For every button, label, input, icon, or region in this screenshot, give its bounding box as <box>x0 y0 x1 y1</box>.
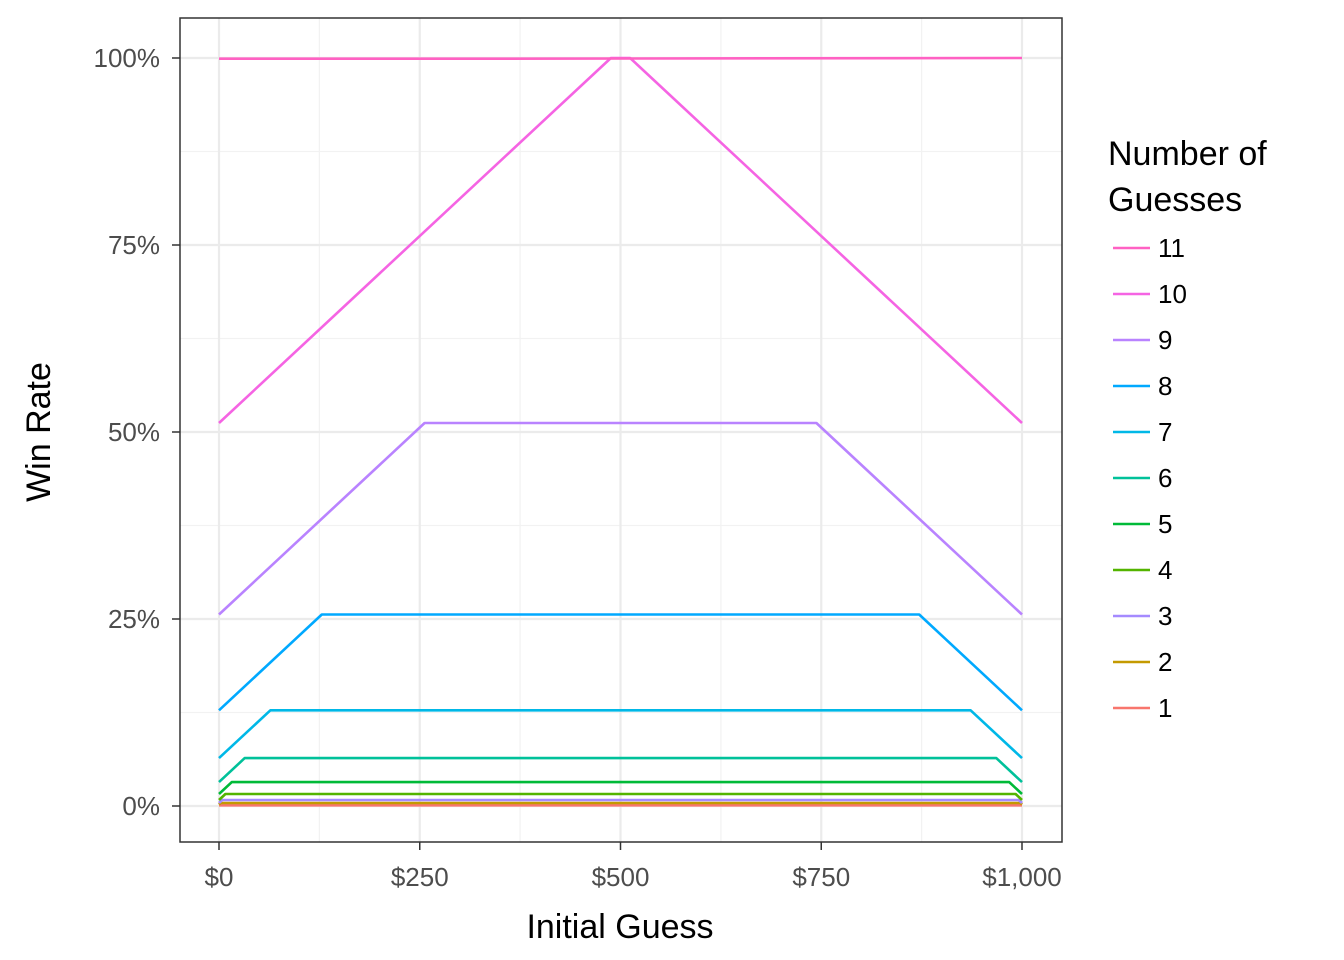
legend-label: 8 <box>1158 371 1172 401</box>
series-line-6 <box>218 756 1023 784</box>
legend-item: 10 <box>1113 279 1187 309</box>
legend-label: 6 <box>1158 463 1172 493</box>
series-line-2 <box>218 801 1023 806</box>
y-tick-label: 0% <box>122 791 160 821</box>
legend-item: 11 <box>1113 233 1185 263</box>
x-tick-label: $750 <box>792 862 850 892</box>
legend-label: 1 <box>1158 693 1172 723</box>
legend-title-line-2: Guesses <box>1108 181 1242 219</box>
x-axis: $0 $250 $500 $750 $1,000 <box>205 842 1062 892</box>
y-tick-label: 100% <box>94 43 161 73</box>
legend-label: 3 <box>1158 601 1172 631</box>
series-line-5 <box>218 780 1023 795</box>
x-tick-label: $1,000 <box>982 862 1062 892</box>
legend-title-line-1: Number of <box>1108 135 1267 173</box>
legend: Number of Guesses 11 10 9 8 7 6 5 4 3 2 1 <box>1108 135 1267 723</box>
legend-item: 4 <box>1113 555 1172 585</box>
legend-label: 9 <box>1158 325 1172 355</box>
y-tick-label: 75% <box>108 230 160 260</box>
legend-item: 3 <box>1113 601 1172 631</box>
x-tick-label: $0 <box>205 862 234 892</box>
plot-panel <box>180 18 1062 842</box>
legend-item: 7 <box>1113 417 1172 447</box>
legend-item: 6 <box>1113 463 1172 493</box>
legend-item: 2 <box>1113 647 1172 677</box>
series-line-8 <box>218 613 1023 712</box>
legend-label: 2 <box>1158 647 1172 677</box>
series-line-9 <box>218 421 1023 616</box>
series-line-3 <box>218 798 1023 804</box>
legend-label: 10 <box>1158 279 1187 309</box>
legend-item: 9 <box>1113 325 1172 355</box>
legend-item: 5 <box>1113 509 1172 539</box>
x-axis-title: Initial Guess <box>526 908 713 946</box>
legend-item: 1 <box>1113 693 1172 723</box>
y-tick-label: 50% <box>108 417 160 447</box>
legend-item: 8 <box>1113 371 1172 401</box>
x-tick-label: $500 <box>592 862 650 892</box>
legend-label: 7 <box>1158 417 1172 447</box>
series-layer <box>218 56 1023 807</box>
series-line-4 <box>218 792 1023 801</box>
legend-label: 4 <box>1158 555 1172 585</box>
y-axis: 0% 25% 50% 75% 100% <box>94 43 180 821</box>
x-tick-label: $250 <box>391 862 449 892</box>
series-line-7 <box>218 708 1023 760</box>
legend-label: 11 <box>1158 233 1185 263</box>
y-axis-title: Win Rate <box>20 362 58 502</box>
legend-label: 5 <box>1158 509 1172 539</box>
y-tick-label: 25% <box>108 604 160 634</box>
series-line-11 <box>219 56 1023 61</box>
legend-items: 11 10 9 8 7 6 5 4 3 2 1 <box>1113 233 1187 723</box>
